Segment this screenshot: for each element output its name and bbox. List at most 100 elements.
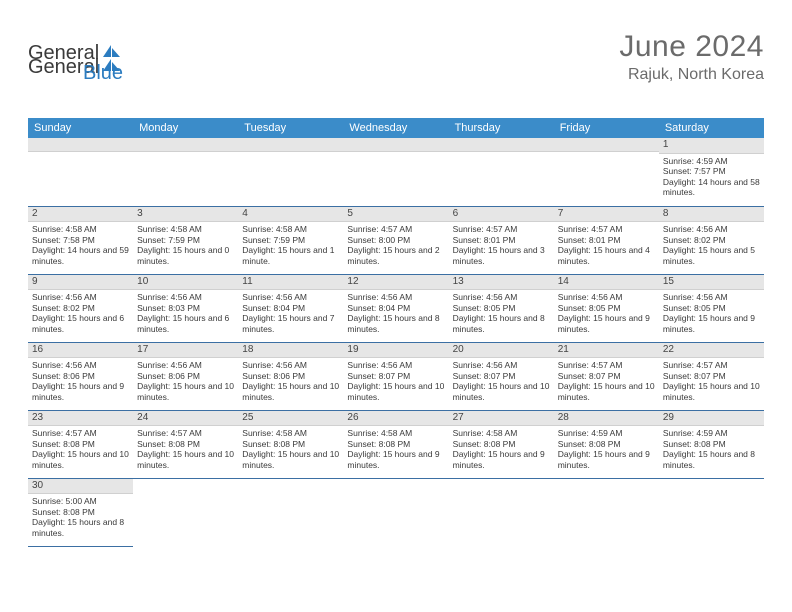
sunrise-text: Sunrise: 4:56 AM (663, 224, 760, 235)
day-number: 20 (449, 343, 554, 359)
sunrise-text: Sunrise: 4:56 AM (453, 360, 550, 371)
sunrise-text: Sunrise: 5:00 AM (32, 496, 129, 507)
calendar-cell: 25Sunrise: 4:58 AMSunset: 8:08 PMDayligh… (238, 410, 343, 478)
sunrise-text: Sunrise: 4:56 AM (32, 360, 129, 371)
sunset-text: Sunset: 8:08 PM (32, 507, 129, 518)
calendar-cell: 8Sunrise: 4:56 AMSunset: 8:02 PMDaylight… (659, 206, 764, 274)
sunrise-text: Sunrise: 4:56 AM (137, 292, 234, 303)
day-number: 23 (28, 411, 133, 427)
day-number: 10 (133, 275, 238, 291)
calendar-week-row: 2Sunrise: 4:58 AMSunset: 7:58 PMDaylight… (28, 206, 764, 274)
daylight-text: Daylight: 15 hours and 10 minutes. (558, 381, 655, 402)
calendar-cell (133, 478, 238, 546)
daylight-text: Daylight: 15 hours and 9 minutes. (347, 449, 444, 470)
sunset-text: Sunset: 7:58 PM (32, 235, 129, 246)
day-header: Tuesday (238, 118, 343, 138)
day-header: Saturday (659, 118, 764, 138)
daylight-text: Daylight: 15 hours and 9 minutes. (558, 449, 655, 470)
sunset-text: Sunset: 8:03 PM (137, 303, 234, 314)
daylight-text: Daylight: 15 hours and 10 minutes. (347, 381, 444, 402)
day-number: 24 (133, 411, 238, 427)
sunrise-text: Sunrise: 4:58 AM (137, 224, 234, 235)
day-content: Sunrise: 4:57 AMSunset: 8:01 PMDaylight:… (554, 222, 659, 269)
day-number: 17 (133, 343, 238, 359)
day-number: 27 (449, 411, 554, 427)
sunrise-text: Sunrise: 4:58 AM (242, 428, 339, 439)
daylight-text: Daylight: 15 hours and 10 minutes. (137, 381, 234, 402)
empty-day-bar (28, 138, 133, 152)
sunrise-text: Sunrise: 4:59 AM (663, 156, 760, 167)
sunrise-text: Sunrise: 4:56 AM (242, 360, 339, 371)
day-number: 29 (659, 411, 764, 427)
daylight-text: Daylight: 14 hours and 58 minutes. (663, 177, 760, 198)
day-number: 4 (238, 207, 343, 223)
empty-day-bar (238, 138, 343, 152)
calendar-cell (28, 138, 133, 206)
calendar-cell: 21Sunrise: 4:57 AMSunset: 8:07 PMDayligh… (554, 342, 659, 410)
calendar-cell (238, 478, 343, 546)
calendar-cell (554, 138, 659, 206)
daylight-text: Daylight: 15 hours and 10 minutes. (242, 381, 339, 402)
calendar-header-row: SundayMondayTuesdayWednesdayThursdayFrid… (28, 118, 764, 138)
calendar-table: SundayMondayTuesdayWednesdayThursdayFrid… (28, 118, 764, 547)
sunrise-text: Sunrise: 4:58 AM (347, 428, 444, 439)
sunrise-text: Sunrise: 4:56 AM (242, 292, 339, 303)
day-content: Sunrise: 4:56 AMSunset: 8:02 PMDaylight:… (659, 222, 764, 269)
calendar-cell: 28Sunrise: 4:59 AMSunset: 8:08 PMDayligh… (554, 410, 659, 478)
day-content: Sunrise: 4:57 AMSunset: 8:07 PMDaylight:… (659, 358, 764, 405)
sunset-text: Sunset: 8:06 PM (242, 371, 339, 382)
day-number: 9 (28, 275, 133, 291)
day-number: 15 (659, 275, 764, 291)
daylight-text: Daylight: 15 hours and 10 minutes. (453, 381, 550, 402)
daylight-text: Daylight: 15 hours and 6 minutes. (32, 313, 129, 334)
sunset-text: Sunset: 8:02 PM (32, 303, 129, 314)
day-number: 14 (554, 275, 659, 291)
calendar-cell: 6Sunrise: 4:57 AMSunset: 8:01 PMDaylight… (449, 206, 554, 274)
day-content: Sunrise: 4:56 AMSunset: 8:07 PMDaylight:… (449, 358, 554, 405)
day-number: 25 (238, 411, 343, 427)
sunset-text: Sunset: 8:00 PM (347, 235, 444, 246)
day-content: Sunrise: 4:58 AMSunset: 8:08 PMDaylight:… (343, 426, 448, 473)
sunset-text: Sunset: 8:04 PM (347, 303, 444, 314)
calendar-cell: 3Sunrise: 4:58 AMSunset: 7:59 PMDaylight… (133, 206, 238, 274)
calendar-cell: 12Sunrise: 4:56 AMSunset: 8:04 PMDayligh… (343, 274, 448, 342)
sunset-text: Sunset: 8:07 PM (453, 371, 550, 382)
sunrise-text: Sunrise: 4:57 AM (558, 224, 655, 235)
day-content: Sunrise: 4:57 AMSunset: 8:08 PMDaylight:… (28, 426, 133, 473)
day-content: Sunrise: 4:58 AMSunset: 7:59 PMDaylight:… (133, 222, 238, 269)
sunrise-text: Sunrise: 4:57 AM (137, 428, 234, 439)
day-number: 6 (449, 207, 554, 223)
daylight-text: Daylight: 15 hours and 8 minutes. (663, 449, 760, 470)
daylight-text: Daylight: 15 hours and 10 minutes. (32, 449, 129, 470)
day-header: Monday (133, 118, 238, 138)
sunrise-text: Sunrise: 4:56 AM (347, 360, 444, 371)
daylight-text: Daylight: 15 hours and 10 minutes. (242, 449, 339, 470)
day-number: 7 (554, 207, 659, 223)
calendar-body: 1Sunrise: 4:59 AMSunset: 7:57 PMDaylight… (28, 138, 764, 546)
day-content: Sunrise: 4:58 AMSunset: 8:08 PMDaylight:… (238, 426, 343, 473)
daylight-text: Daylight: 15 hours and 2 minutes. (347, 245, 444, 266)
sunrise-text: Sunrise: 4:58 AM (242, 224, 339, 235)
day-number: 13 (449, 275, 554, 291)
header: General June 2024 Rajuk, North Korea (28, 30, 764, 84)
empty-day-bar (449, 138, 554, 152)
calendar-cell: 4Sunrise: 4:58 AMSunset: 7:59 PMDaylight… (238, 206, 343, 274)
sunset-text: Sunset: 7:57 PM (663, 166, 760, 177)
sunset-text: Sunset: 8:01 PM (453, 235, 550, 246)
sunrise-text: Sunrise: 4:56 AM (663, 292, 760, 303)
calendar-cell: 10Sunrise: 4:56 AMSunset: 8:03 PMDayligh… (133, 274, 238, 342)
calendar-cell: 22Sunrise: 4:57 AMSunset: 8:07 PMDayligh… (659, 342, 764, 410)
sunrise-text: Sunrise: 4:56 AM (453, 292, 550, 303)
day-number: 18 (238, 343, 343, 359)
daylight-text: Daylight: 15 hours and 9 minutes. (32, 381, 129, 402)
daylight-text: Daylight: 15 hours and 0 minutes. (137, 245, 234, 266)
daylight-text: Daylight: 15 hours and 8 minutes. (32, 517, 129, 538)
daylight-text: Daylight: 15 hours and 1 minute. (242, 245, 339, 266)
calendar-cell: 27Sunrise: 4:58 AMSunset: 8:08 PMDayligh… (449, 410, 554, 478)
day-content: Sunrise: 4:56 AMSunset: 8:06 PMDaylight:… (238, 358, 343, 405)
sunrise-text: Sunrise: 4:56 AM (558, 292, 655, 303)
day-number: 22 (659, 343, 764, 359)
calendar-cell: 24Sunrise: 4:57 AMSunset: 8:08 PMDayligh… (133, 410, 238, 478)
daylight-text: Daylight: 15 hours and 5 minutes. (663, 245, 760, 266)
day-content: Sunrise: 5:00 AMSunset: 8:08 PMDaylight:… (28, 494, 133, 541)
